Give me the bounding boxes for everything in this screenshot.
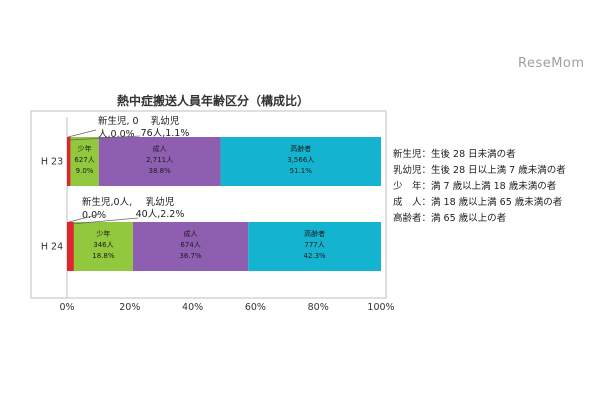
legend-note-adult: 成 人：満 18 歳以上満 65 歳未満の者 (393, 197, 563, 208)
x-tick-label: 100% (367, 302, 394, 313)
annotation-infant: 乳幼児 40人,2.2% (136, 196, 185, 220)
bar-segment-高齢者 (248, 222, 381, 271)
bar-segment-少年 (73, 222, 133, 271)
data-label: 少年 627人 9.0% (74, 144, 94, 175)
bar-segment-少年 (70, 137, 99, 186)
bar-segment-高齢者 (220, 137, 381, 186)
x-tick-label: 20% (119, 302, 140, 313)
x-tick-label: 0% (59, 302, 74, 313)
x-tick-label: 80% (308, 302, 329, 313)
legend-notes: 新生児：生後 28 日未満の者 乳幼児：生後 28 日以上満 7 歳未満の者 少… (393, 147, 566, 227)
bar-segment-乳幼児 (67, 222, 74, 271)
bar-segment-成人 (132, 222, 249, 271)
annotation-newborn: 新生児, 0 人,0.0% (98, 115, 139, 140)
data-label: 高齢者 3,566人 51.1% (287, 144, 314, 175)
data-label: 成人 2,711人 38.8% (146, 144, 173, 175)
chart-title: 熱中症搬送人員年齢区分（構成比） (117, 93, 309, 108)
data-label: 少年 346人 18.8% (92, 229, 115, 260)
legend-note-infant: 乳幼児：生後 28 日以上満 7 歳未満の者 (393, 165, 566, 176)
annotation-infant: 乳幼児 76人,1.1% (141, 115, 190, 139)
leader-line-infant (69, 135, 141, 141)
x-tick-label: 60% (245, 302, 266, 313)
x-tick-label: 40% (182, 302, 203, 313)
watermark-logo: ReseMom (518, 56, 585, 71)
leader-line-infant (71, 217, 139, 225)
bar-segment-乳幼児 (67, 137, 71, 186)
leader-line-newborn (68, 213, 101, 223)
data-label: 高齢者 777人 42.3% (303, 229, 326, 260)
legend-note-newborn: 新生児：生後 28 日未満の者 (393, 149, 516, 160)
bar-segment-成人 (98, 137, 221, 186)
plot-frame (30, 110, 387, 299)
category-label: H 23 (41, 157, 63, 168)
data-label: 成人 674人 36.7% (179, 229, 202, 260)
category-label: H 24 (41, 242, 63, 253)
legend-note-youth: 少 年：満 7 歳以上満 18 歳未満の者 (393, 181, 557, 192)
annotation-newborn: 新生児,0人,0.0% (82, 196, 132, 221)
leader-line-newborn (67, 129, 97, 138)
legend-note-elderly: 高齢者：満 65 歳以上の者 (393, 213, 507, 224)
